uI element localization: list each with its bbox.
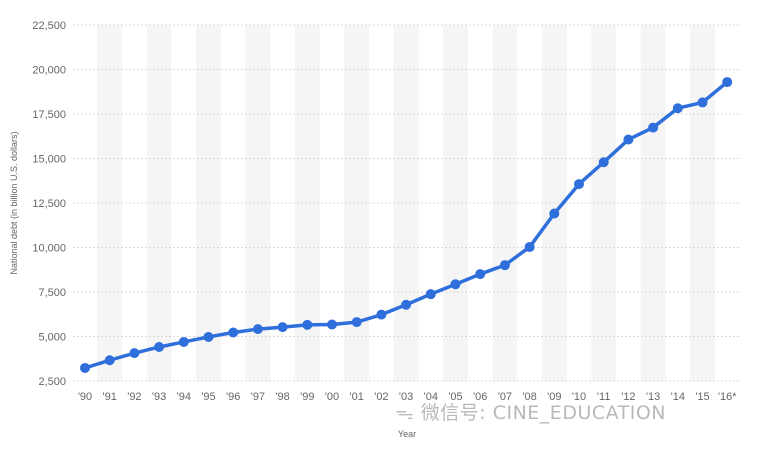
data-point[interactable] [351,317,362,328]
x-tick-label: '14 [671,391,685,403]
x-tick-label: '08 [522,391,536,403]
data-point[interactable] [376,309,387,320]
grid-band [591,25,617,381]
data-point[interactable] [549,208,560,219]
x-tick-label: '01 [350,391,364,403]
data-point[interactable] [623,134,634,145]
x-tick-label: '99 [300,391,314,403]
x-tick-label: '97 [251,391,265,403]
x-axis-title: Year [398,429,416,439]
data-point[interactable] [178,336,189,347]
x-tick-label: '04 [424,391,438,403]
x-tick-label: '13 [646,391,660,403]
data-point[interactable] [401,299,412,310]
data-point[interactable] [80,362,90,373]
y-tick-label: 5,000 [38,332,66,344]
data-point[interactable] [129,348,140,359]
x-tick-label: '02 [374,391,388,403]
data-point[interactable] [154,341,165,352]
data-point[interactable] [425,289,436,300]
data-point[interactable] [574,179,584,190]
x-tick-label: '03 [399,391,413,403]
x-tick-label: '11 [597,391,611,403]
x-tick-label: '05 [448,391,462,403]
y-axis-ticks: 2,500 5,000 7,500 10,000 12,500 15,000 17,500 2… [32,20,66,388]
x-tick-label: '09 [547,391,561,403]
data-point[interactable] [722,77,733,88]
data-point[interactable] [302,319,313,330]
x-tick-label: '16* [718,391,737,403]
x-tick-label: '90 [78,391,92,403]
y-axis-title: National debt (in billion U.S. dollars) [9,131,19,274]
y-tick-label: 17,500 [32,109,66,121]
data-point[interactable] [598,157,609,168]
x-tick-label: '12 [621,391,635,403]
grid-lines [73,24,741,382]
data-point[interactable] [672,103,683,114]
x-tick-label: '95 [201,391,215,403]
wechat-icon: ᯓ [395,402,415,424]
x-tick-label: '00 [325,391,339,403]
x-tick-label: '15 [695,391,709,403]
data-point[interactable] [252,324,263,335]
y-tick-label: 12,500 [32,198,66,210]
x-tick-label: '10 [572,391,586,403]
data-point[interactable] [327,319,337,330]
data-point[interactable] [648,122,659,133]
watermark: ᯓ 微信号: CINE_EDUCATION [395,398,666,425]
x-axis-ticks: '90 '91 '92 '93 '94 '95 '96 '97 '98 '99 '00 '01 '02 '… [78,391,737,403]
x-tick-label: '91 [103,391,117,403]
data-point[interactable] [524,242,535,253]
data-point[interactable] [228,327,239,338]
x-tick-label: '06 [473,391,487,403]
x-tick-label: '98 [275,391,289,403]
y-tick-label: 2,500 [38,376,66,388]
data-point[interactable] [203,331,214,342]
grid-band [196,25,221,381]
data-point[interactable] [450,279,461,290]
data-point[interactable] [697,97,708,108]
data-point[interactable] [475,269,486,280]
data-point[interactable] [277,322,288,333]
y-tick-label: 10,000 [32,243,66,255]
grid-band [443,25,468,381]
x-tick-label: '96 [226,391,240,403]
x-tick-label: '94 [177,391,191,403]
y-tick-label: 7,500 [38,287,66,299]
data-point[interactable] [499,260,510,271]
y-tick-label: 22,500 [32,20,66,32]
x-tick-label: '92 [127,391,141,403]
watermark-text: 微信号: CINE_EDUCATION [420,402,667,424]
series-layer [80,77,733,373]
x-tick-label: '93 [152,391,166,403]
y-tick-label: 15,000 [32,154,66,166]
data-point[interactable] [104,355,115,366]
x-tick-label: '07 [498,391,512,403]
y-tick-label: 20,000 [32,65,66,77]
